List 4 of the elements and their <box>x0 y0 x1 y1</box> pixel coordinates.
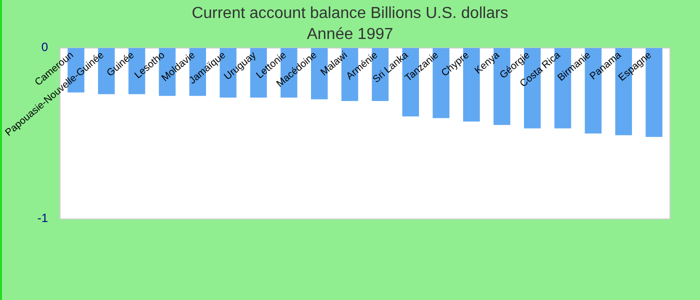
y-tick-label: 0 <box>41 40 48 54</box>
y-tick-label: -1 <box>37 211 48 226</box>
chart-subtitle: Année 1997 <box>306 26 394 43</box>
chart-title: Current account balance Billions U.S. dollars <box>192 5 508 22</box>
